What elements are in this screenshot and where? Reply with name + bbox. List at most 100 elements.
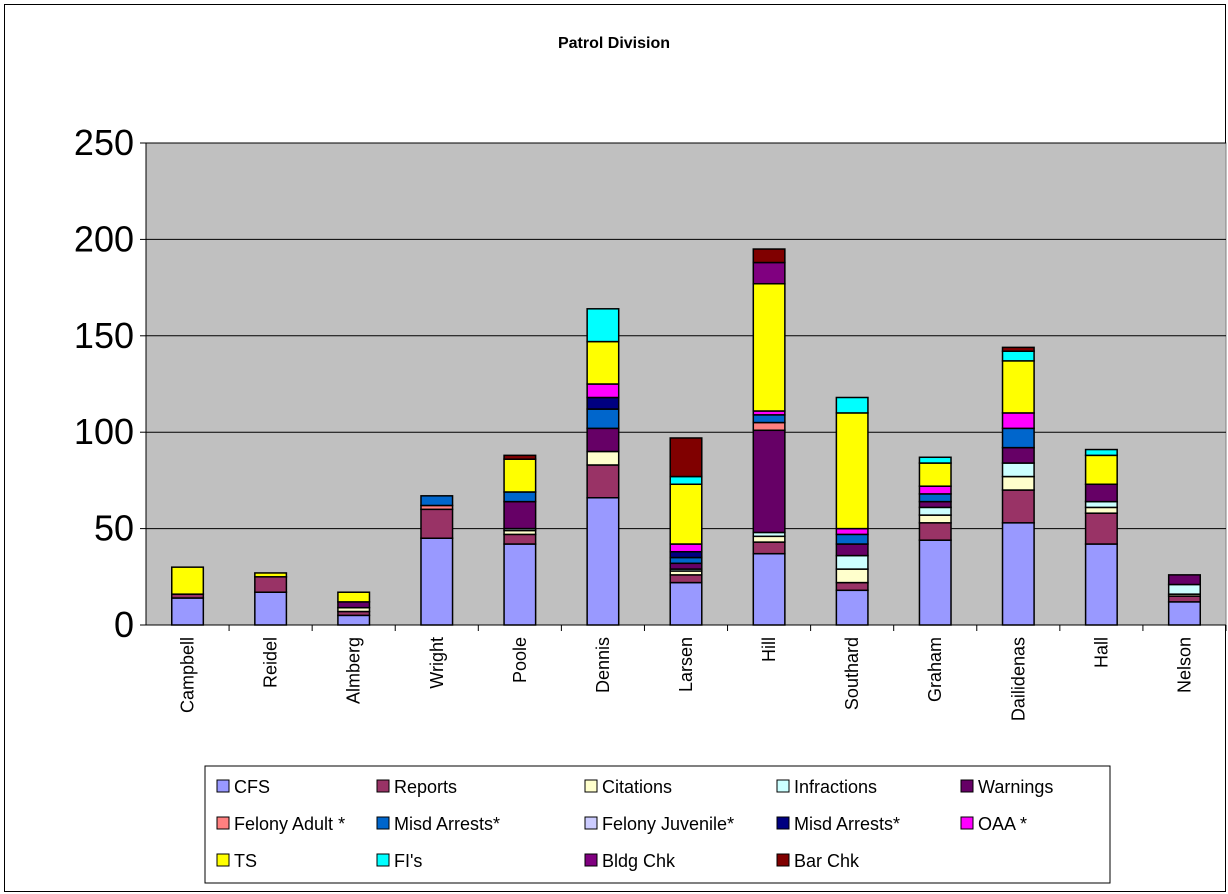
bar-larsen-warnings [669,562,703,570]
legend-swatch-oaa [960,816,974,830]
y-tick-label: 250 [74,122,134,163]
bar-nelson-cfs [1167,601,1201,626]
bar-dennis-misd-arrests [586,396,620,410]
bar-dailidenas-warnings [1001,446,1035,464]
bar-larsen-oaa [669,543,703,553]
bar-southard-ts [835,412,869,530]
bar-dennis-fi-s [586,308,620,343]
legend-swatch-felony-adult [216,816,230,830]
bar-almberg-warnings [337,601,371,609]
bar-larsen-misd-arrests [669,550,703,559]
bar-larsen-cfs [669,581,703,626]
x-tick-label: Poole [510,637,530,683]
bar-dennis-warnings [586,427,620,453]
legend-label-felony-adult: Felony Adult * [234,814,345,834]
bars-group [171,248,1201,626]
bar-hall-reports [1084,512,1118,545]
bar-hall-ts [1084,454,1118,486]
x-tick-label: Nelson [1174,637,1194,693]
bar-graham-reports [918,522,952,541]
legend-label-ts: TS [234,851,257,871]
x-tick-label: Larsen [676,637,696,692]
bar-southard-warnings [835,543,869,557]
bar-dennis-misd-arrests [586,408,620,430]
bar-hill-cfs [752,552,786,626]
bar-hill-felony-adult [752,421,786,432]
bar-dennis-cfs [586,497,620,626]
bar-hill-warnings [752,429,786,534]
bar-larsen-reports [669,574,703,584]
bar-wright-cfs [420,537,454,626]
bar-dailidenas-citations [1001,475,1035,491]
bar-larsen-misd-arrests [669,556,703,565]
legend-swatch-bar-chk [776,853,790,867]
legend-label-oaa: OAA * [978,814,1027,834]
legend-label-misd-arrests: Misd Arrests* [794,814,900,834]
legend-swatch-ts [216,853,230,867]
legend-swatch-misd-arrests [376,816,390,830]
x-tick-label: Wright [427,637,447,689]
legend-label-fi-s: FI's [394,851,422,871]
bar-graham-infractions [918,506,952,516]
bar-hill-ts [752,282,786,412]
bar-hall-cfs [1084,543,1118,626]
bar-campbell-ts [171,566,205,595]
x-tick-label: Southard [842,637,862,710]
bar-dailidenas-oaa [1001,412,1035,430]
bar-hall-fi-s [1084,448,1118,457]
bar-southard-infractions [835,554,869,570]
bar-graham-oaa [918,485,952,495]
legend-box [204,765,1111,884]
x-tick-label: Reidel [261,637,281,688]
bar-graham-ts [918,462,952,487]
y-tick-label: 150 [74,315,134,356]
bar-graham-fi-s [918,456,952,464]
bar-nelson-infractions [1167,583,1201,595]
bar-poole-misd-arrests [503,491,537,503]
legend-swatch-cfs [216,779,230,793]
bar-hill-citations [752,535,786,543]
bar-almberg-ts [337,591,371,603]
bar-southard-oaa [835,527,869,536]
x-tick-label: Almberg [344,637,364,704]
bar-wright-misd-arrests [420,495,454,507]
bar-dailidenas-fi-s [1001,350,1035,362]
bar-graham-cfs [918,539,952,626]
bar-dennis-reports [586,464,620,499]
y-tick-label: 50 [94,508,134,549]
bar-southard-misd-arrests [835,533,869,545]
x-tick-label: Campbell [178,637,198,713]
legend-swatch-warnings [960,779,974,793]
bar-hill-bldg-chk [752,261,786,285]
bar-southard-reports [835,581,869,592]
bar-graham-warnings [918,500,952,509]
bar-poole-reports [503,533,537,545]
bar-larsen-bar-chk [669,437,703,478]
legend-label-misd-arrests: Misd Arrests* [394,814,500,834]
bar-graham-misd-arrests [918,493,952,503]
legend-label-bar-chk: Bar Chk [794,851,860,871]
bar-graham-citations [918,514,952,524]
y-tick-label: 0 [114,604,134,645]
legend: CFS Reports Citations Infractions Warnings Fe… [204,765,1111,884]
legend-swatch-felony-juvenile [584,816,598,830]
bar-dennis-oaa [586,383,620,399]
bar-poole-cfs [503,543,537,626]
x-tick-label: Dennis [593,637,613,693]
x-tick-label: Hill [759,637,779,662]
x-tick-label: Hall [1091,637,1111,668]
bar-larsen-fi-s [669,475,703,486]
bar-dailidenas-ts [1001,360,1035,414]
legend-label-reports: Reports [394,777,457,797]
legend-label-citations: Citations [602,777,672,797]
gridlines [146,142,1226,530]
bar-southard-fi-s [835,396,869,414]
bar-dailidenas-cfs [1001,522,1035,626]
bar-nelson-warnings [1167,574,1201,586]
bar-reidel-reports [254,576,288,593]
bar-dailidenas-bar-chk [1001,346,1035,352]
bar-hall-warnings [1084,483,1118,503]
bar-hill-reports [752,541,786,555]
bar-wright-reports [420,508,454,539]
